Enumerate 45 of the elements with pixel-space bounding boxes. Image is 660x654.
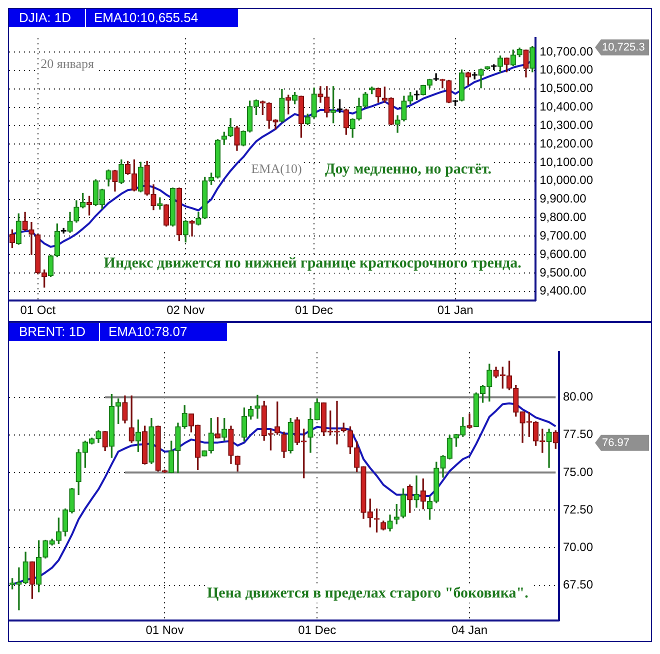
y-tick-label: 80.00 xyxy=(562,390,594,404)
y-tick-label: 9,800.00 xyxy=(540,210,587,224)
y-tick-label: 10,700.00 xyxy=(540,44,594,58)
y-tick-label: 10,200.00 xyxy=(540,136,594,150)
y-tick-label: 10,500.00 xyxy=(540,81,594,96)
y-tick-label: 9,900.00 xyxy=(540,192,587,206)
chart-subtitle: EMA10:78.07 xyxy=(100,323,228,341)
annotation: 20 января xyxy=(40,56,94,71)
y-tick-label: 10,300.00 xyxy=(540,118,594,132)
y-tick-label: 9,400.00 xyxy=(540,284,587,298)
y-tick-label: 77.50 xyxy=(562,427,594,442)
text: 76.97 xyxy=(602,436,630,449)
chart-subtitle: EMA10:10,655.54 xyxy=(86,9,238,27)
candlestick xyxy=(466,414,472,429)
annotation: Цена движется в пределах старого "боковика". xyxy=(206,586,529,602)
x-tick-label: 04 Jan xyxy=(452,623,488,638)
y-tick-label: 9,700.00 xyxy=(540,228,587,242)
y-tick-label: 67.50 xyxy=(562,578,594,592)
text: 10,725.3 xyxy=(602,41,645,54)
y-tick-label: 10,400.00 xyxy=(540,100,594,114)
x-tick-label: 01 Jan xyxy=(437,303,474,318)
x-tick-label: 01 Nov xyxy=(146,623,184,638)
candlestick xyxy=(189,220,195,236)
y-tick-label: 10,100.00 xyxy=(540,154,594,169)
y-tick-label: 9,500.00 xyxy=(540,265,587,280)
chart-title: BRENT: 1D xyxy=(9,323,100,341)
candlestick xyxy=(254,394,260,419)
x-tick-label: 01 Dec xyxy=(298,623,336,638)
x-tick-label: 02 Nov xyxy=(166,303,205,318)
x-tick-label: 01 Oct xyxy=(20,303,56,318)
y-tick-label: 10,000.00 xyxy=(540,173,594,188)
y-tick-label: 75.00 xyxy=(562,464,594,479)
candlestick xyxy=(414,475,420,508)
annotation: EMA(10) xyxy=(251,160,302,176)
annotation: Доу медленно, но растёт. xyxy=(324,161,492,178)
annotation: Индекс движется по нижней границе краткосрочного тренда. xyxy=(104,256,522,272)
y-tick-label: 9,600.00 xyxy=(540,246,587,261)
y-tick-label: 10,600.00 xyxy=(540,62,594,77)
x-tick-label: 01 Dec xyxy=(295,303,334,318)
candlestick xyxy=(440,78,446,88)
candlestick xyxy=(433,73,439,81)
candlestick xyxy=(318,86,324,103)
chart-title: DJIA: 1D xyxy=(9,9,86,27)
y-tick-label: 70.00 xyxy=(562,540,594,554)
y-tick-label: 72.50 xyxy=(562,502,594,516)
